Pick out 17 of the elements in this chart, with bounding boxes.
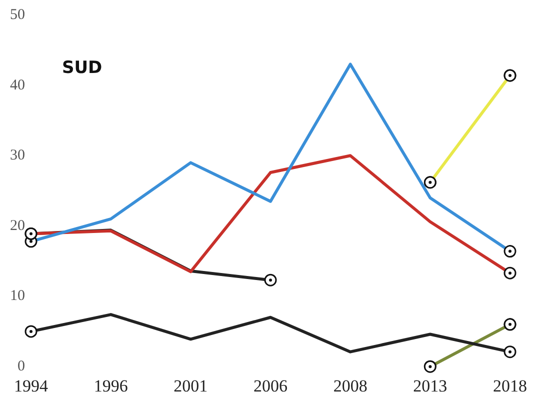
y-tick-label: 30 [10, 148, 25, 164]
x-tick-label: 1996 [94, 376, 128, 396]
y-tick-label: 10 [10, 288, 25, 304]
x-tick-label: 2008 [333, 376, 368, 396]
x-tick-label: 2001 [174, 376, 208, 396]
text: SUD [62, 58, 102, 78]
y-tick-label: 0 [18, 358, 25, 375]
x-tick-label: 2013 [413, 376, 448, 396]
y-tick-label: 20 [10, 218, 25, 234]
point [504, 346, 516, 358]
y-tick-label: 40 [10, 77, 25, 94]
x-tick-label: 1994 [14, 376, 48, 396]
x-tick-label: 2018 [493, 376, 527, 396]
point [264, 274, 277, 286]
y-tick-label: 50 [10, 6, 25, 23]
x-tick-label: 2006 [254, 376, 288, 396]
point [24, 325, 38, 338]
